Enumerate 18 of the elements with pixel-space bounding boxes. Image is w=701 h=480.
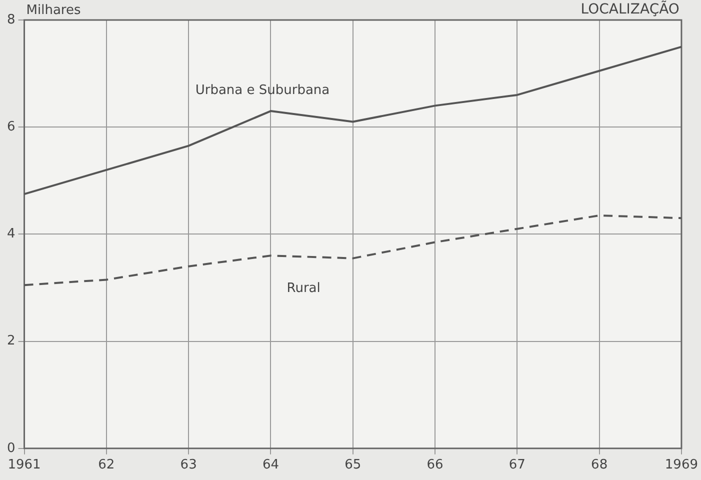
x-tick-label: 63 <box>180 458 197 473</box>
y-tick-label: 2 <box>6 334 16 349</box>
series-label: Urbana e Suburbana <box>195 82 330 98</box>
y-axis-title: Milhares <box>26 2 81 18</box>
x-tick-label: 1961 <box>8 458 41 473</box>
series-label: Rural <box>286 281 320 296</box>
y-tick-label: 8 <box>6 12 16 28</box>
x-tick-label: 62 <box>98 458 115 473</box>
x-tick-label: 67 <box>508 458 526 473</box>
y-tick-label: 6 <box>6 119 16 134</box>
y-tick-label: 4 <box>6 226 16 242</box>
x-tick-label: 64 <box>262 458 279 473</box>
x-tick-label: 66 <box>426 458 444 473</box>
chart-title: LOCALIZAÇÃO <box>580 0 680 18</box>
x-tick-label: 1969 <box>664 458 698 473</box>
x-tick-label: 68 <box>591 458 608 473</box>
y-tick-label: 0 <box>6 440 16 456</box>
x-tick-label: 65 <box>344 458 362 473</box>
